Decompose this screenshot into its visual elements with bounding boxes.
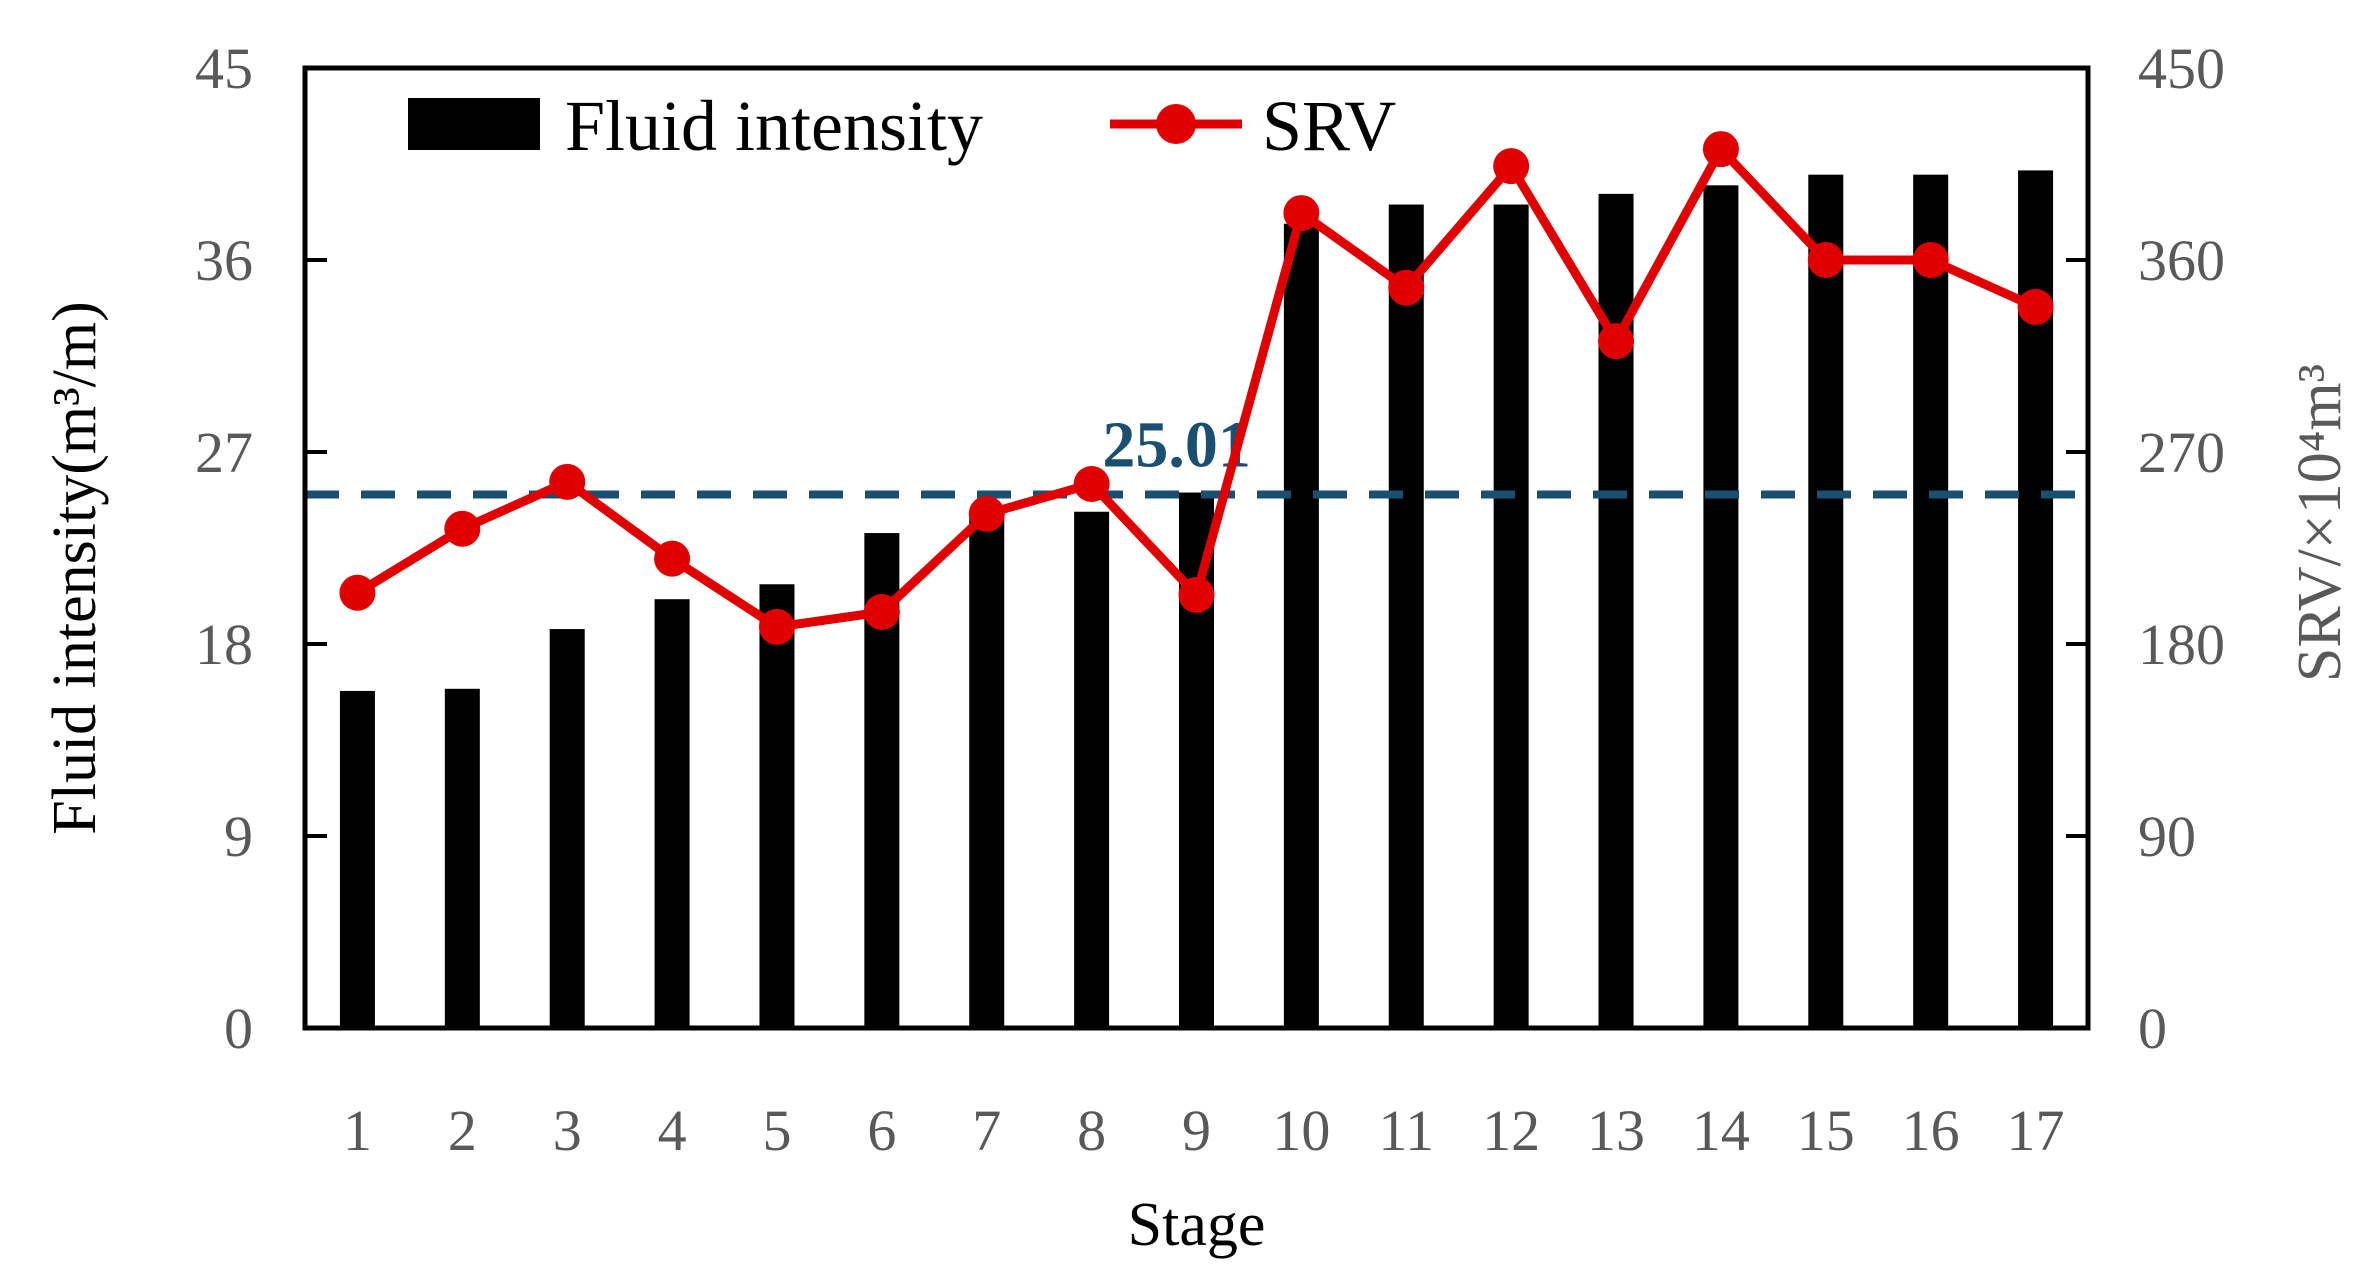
x-tick-label-3: 3 xyxy=(553,1098,582,1163)
x-tick-label-5: 5 xyxy=(762,1098,791,1163)
bar-15 xyxy=(1808,174,1844,1028)
bar-16 xyxy=(1913,174,1949,1028)
legend-label-srv: SRV xyxy=(1262,86,1396,166)
bar-7 xyxy=(969,513,1005,1028)
y2-tick-label-360: 360 xyxy=(2138,228,2225,293)
bar-11 xyxy=(1388,204,1424,1029)
srv-point-15 xyxy=(1807,242,1844,278)
bar-2 xyxy=(444,688,480,1028)
srv-point-13 xyxy=(1598,323,1635,360)
srv-point-16 xyxy=(1912,242,1949,278)
x-tick-label-2: 2 xyxy=(448,1098,477,1163)
line-series-srv xyxy=(339,131,2054,645)
x-tick-label-1: 1 xyxy=(343,1098,372,1163)
y2-tick-label-180: 180 xyxy=(2138,612,2225,677)
bar-8 xyxy=(1074,511,1110,1028)
y-axis-title-left: Fluid intensity(m³/m) xyxy=(41,301,109,835)
srv-point-7 xyxy=(968,495,1005,532)
y2-tick-label-90: 90 xyxy=(2138,804,2196,869)
y2-tick-label-0: 0 xyxy=(2138,996,2167,1061)
x-tick-label-16: 16 xyxy=(1902,1098,1960,1163)
bar-5 xyxy=(759,584,795,1028)
y-tick-label-9: 9 xyxy=(224,804,253,869)
bar-3 xyxy=(549,629,585,1028)
x-tick-label-17: 17 xyxy=(2007,1098,2065,1163)
y-tick-label-0: 0 xyxy=(224,996,253,1061)
axis-titles: Stage Fluid intensity(m³/m) SRV/×10⁴m³ xyxy=(41,301,2354,1259)
x-tick-label-8: 8 xyxy=(1077,1098,1106,1163)
srv-point-12 xyxy=(1493,148,1530,185)
y-tick-label-45: 45 xyxy=(195,36,253,101)
srv-point-17 xyxy=(2017,288,2054,325)
x-tick-label-9: 9 xyxy=(1182,1098,1211,1163)
srv-point-10 xyxy=(1283,195,1320,232)
legend-label-fluid-intensity: Fluid intensity xyxy=(565,86,983,166)
x-tick-label-7: 7 xyxy=(972,1098,1001,1163)
x-tick-label-11: 11 xyxy=(1378,1098,1434,1163)
srv-point-6 xyxy=(863,594,900,630)
bar-10 xyxy=(1283,223,1319,1028)
reference-line-label: 25.01 xyxy=(1102,408,1251,481)
y-tick-label-36: 36 xyxy=(195,228,253,293)
bar-12 xyxy=(1493,204,1529,1029)
x-tick-label-13: 13 xyxy=(1587,1098,1645,1163)
legend: Fluid intensity SRV xyxy=(408,86,1396,166)
y-axis-title-right: SRV/×10⁴m³ xyxy=(2286,364,2354,682)
srv-point-4 xyxy=(654,540,691,577)
bar-4 xyxy=(654,599,690,1028)
plot-border xyxy=(302,65,2091,1031)
srv-point-5 xyxy=(758,608,795,645)
bar-14 xyxy=(1703,185,1739,1029)
legend-swatch-fluid-intensity xyxy=(408,98,540,150)
srv-point-9 xyxy=(1178,576,1215,613)
bar-series-fluid-intensity xyxy=(339,170,2054,1029)
y2-tick-label-270: 270 xyxy=(2138,420,2225,485)
y-tick-label-27: 27 xyxy=(195,420,253,485)
x-tick-label-12: 12 xyxy=(1482,1098,1540,1163)
x-tick-label-4: 4 xyxy=(658,1098,687,1163)
reference-line-group: 25.01 xyxy=(305,408,2088,499)
plot-frame xyxy=(302,65,2091,1031)
srv-point-14 xyxy=(1702,131,1739,168)
srv-point-3 xyxy=(549,463,586,500)
x-tick-label-10: 10 xyxy=(1272,1098,1330,1163)
srv-point-2 xyxy=(444,510,481,547)
x-tick-label-14: 14 xyxy=(1692,1098,1750,1163)
bar-1 xyxy=(339,690,375,1028)
x-axis-title: Stage xyxy=(1128,1191,1266,1259)
x-tick-label-6: 6 xyxy=(867,1098,896,1163)
legend-swatch-srv-marker xyxy=(1156,104,1196,144)
srv-point-11 xyxy=(1388,269,1425,306)
y-tick-label-18: 18 xyxy=(195,612,253,677)
bar-9 xyxy=(1179,492,1214,1028)
srv-point-1 xyxy=(339,574,376,611)
y2-tick-label-450: 450 xyxy=(2138,36,2225,101)
x-tick-label-15: 15 xyxy=(1797,1098,1855,1163)
srv-point-8 xyxy=(1073,466,1110,502)
